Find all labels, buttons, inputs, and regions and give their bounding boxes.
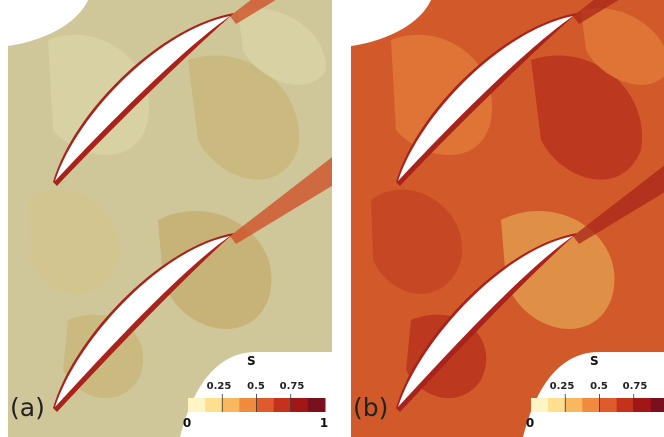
colorbar-min-label-a: 0 bbox=[182, 416, 192, 430]
blade-boundary-layer bbox=[396, 233, 577, 412]
field-patch bbox=[581, 8, 664, 85]
colorbar-swatch bbox=[565, 398, 583, 412]
colorbar-tick-label-b-2: 0.75 bbox=[622, 381, 648, 392]
panel-label-b: (b) bbox=[353, 393, 389, 422]
colorbar-title-a: S bbox=[247, 354, 256, 368]
domain-cutout-bottom bbox=[523, 352, 664, 437]
colorbar-swatch bbox=[531, 398, 549, 412]
blade-boundary-layer bbox=[396, 13, 577, 186]
domain-cutout-bottom bbox=[180, 352, 332, 437]
domain-cutout-top bbox=[8, 0, 88, 46]
field-patch bbox=[371, 189, 463, 294]
blade-boundary-layer bbox=[53, 233, 234, 412]
colorbar-swatch bbox=[307, 398, 326, 412]
colorbar-tick-label-a-2: 0.75 bbox=[279, 381, 305, 392]
colorbar-swatch bbox=[188, 398, 206, 412]
field-patch bbox=[188, 55, 300, 180]
entropy-field-plot-b bbox=[351, 0, 664, 437]
blade-wake bbox=[573, 165, 664, 244]
entropy-field-plot-a bbox=[8, 0, 332, 437]
blade-boundary-layer bbox=[53, 13, 234, 186]
colorbar-swatch bbox=[616, 398, 635, 412]
colorbar-swatch bbox=[290, 398, 309, 412]
colorbar-swatch bbox=[256, 398, 275, 412]
field-patch bbox=[531, 55, 643, 180]
colorbar-max-label-a: 1 bbox=[319, 416, 329, 430]
field-patch bbox=[48, 34, 150, 155]
colorbar-tick-label-a-1: 0.5 bbox=[247, 381, 265, 392]
colorbar-swatch bbox=[273, 398, 292, 412]
field-patch bbox=[158, 211, 272, 329]
colorbar-swatch bbox=[239, 398, 257, 412]
blade-wake bbox=[573, 0, 619, 24]
colorbar-min-label-b: 0 bbox=[525, 416, 535, 430]
colorbar-tick-label-b-1: 0.5 bbox=[590, 381, 608, 392]
panel-a: (a) S 0.25 0.5 0.75 0 1 bbox=[8, 0, 332, 437]
field-patch bbox=[391, 34, 493, 155]
field-patch bbox=[238, 8, 327, 85]
colorbar-title-b: S bbox=[590, 354, 599, 368]
colorbar-tick-label-b-0: 0.25 bbox=[549, 381, 575, 392]
field-patch bbox=[28, 189, 120, 294]
field-patch bbox=[501, 211, 615, 329]
colorbar-swatch bbox=[582, 398, 600, 412]
colorbar-swatch bbox=[650, 398, 664, 412]
panel-b: (b) S 0.25 0.5 0.75 0 bbox=[351, 0, 664, 437]
blade-wake bbox=[230, 157, 332, 244]
colorbar-swatch bbox=[599, 398, 618, 412]
domain-cutout-top bbox=[351, 0, 431, 46]
colorbar-swatch bbox=[222, 398, 240, 412]
colorbar-swatch bbox=[633, 398, 652, 412]
blade-wake bbox=[230, 0, 276, 24]
colorbar-tick-label-a-0: 0.25 bbox=[206, 381, 232, 392]
colorbar-swatch bbox=[205, 398, 223, 412]
colorbar-swatch bbox=[548, 398, 566, 412]
panel-label-a: (a) bbox=[10, 393, 45, 422]
